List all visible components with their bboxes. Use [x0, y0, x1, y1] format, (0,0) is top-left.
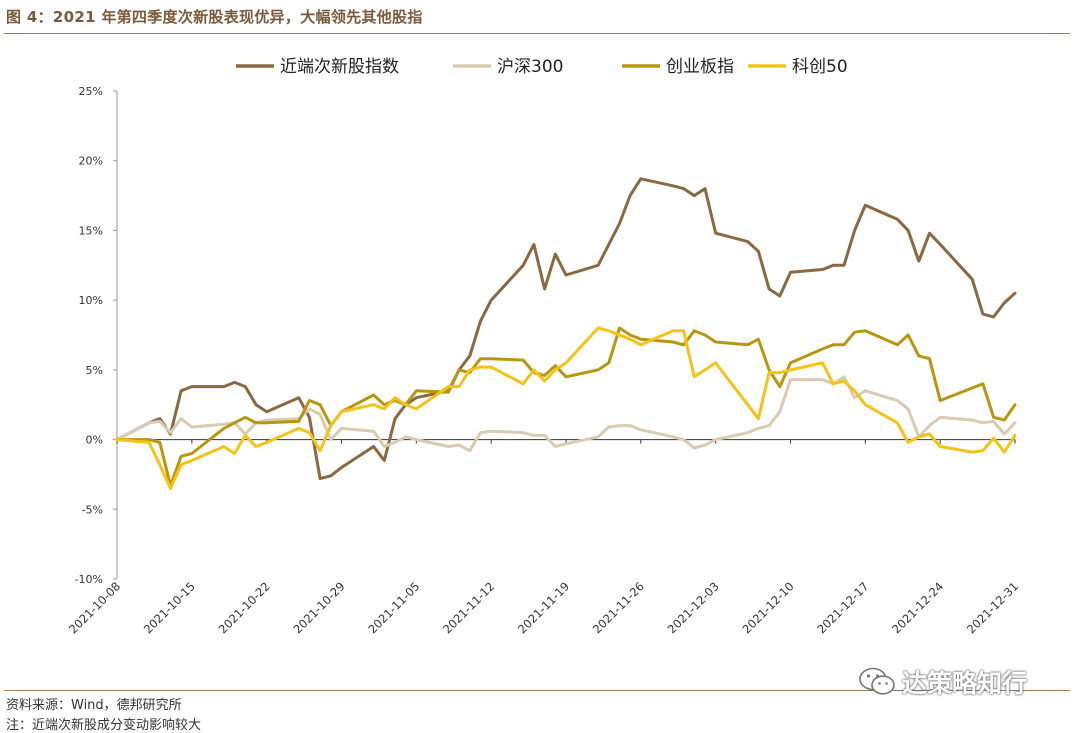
watermark-text: 达策略知行 — [902, 669, 1028, 698]
x-tick-label: 2021-12-03 — [665, 579, 722, 636]
footer-rule — [4, 690, 1070, 691]
series-line-1 — [115, 177, 1017, 481]
y-tick-label: 10% — [79, 294, 103, 307]
chart-legend: 近端次新股指数 沪深300 创业板指 科创50 — [236, 57, 848, 77]
x-tick-label: 2021-12-24 — [889, 579, 946, 636]
x-tick-label: 2021-10-15 — [141, 579, 198, 636]
y-tick-label: 0% — [86, 434, 103, 447]
legend-label: 近端次新股指数 — [280, 57, 399, 77]
x-tick-label: 2021-10-08 — [66, 579, 123, 636]
x-tick-label: 2021-12-31 — [964, 579, 1021, 636]
y-tick-label: 15% — [79, 224, 103, 237]
x-tick-label: 2021-10-22 — [216, 579, 273, 636]
y-tick-label: 5% — [86, 364, 103, 377]
remark-note: 注：近端次新股成分变动影响较大 — [6, 718, 202, 733]
x-tick-label: 2021-10-29 — [290, 579, 347, 636]
x-tick-label: 2021-11-12 — [440, 579, 497, 636]
y-tick-label: -5% — [82, 503, 103, 516]
legend-label: 沪深300 — [497, 57, 563, 77]
x-tick-label: 2021-12-17 — [814, 579, 871, 636]
x-tick-label: 2021-11-19 — [515, 579, 572, 636]
title-rule — [4, 33, 1070, 34]
watermark: 达策略知行 — [858, 664, 1027, 700]
x-axis: 2021-10-08 2021-10-15 2021-10-22 2021-10-29… — [66, 439, 1021, 636]
line-chart: 近端次新股指数 沪深300 创业板指 科创50 -10% -5% 0% 5% 10% 15% 20… — [66, 57, 1021, 636]
series-lines — [115, 177, 1017, 490]
y-tick-label: 25% — [79, 85, 103, 98]
figure-title: 图 4：2021 年第四季度次新股表现优异，大幅领先其他股指 — [6, 8, 423, 26]
y-tick-label: 20% — [79, 155, 103, 168]
series-line-2 — [115, 375, 1017, 453]
legend-label: 科创50 — [792, 57, 848, 77]
y-axis: -10% -5% 0% 5% 10% 15% 20% 25% — [75, 85, 118, 586]
wechat-icon — [859, 667, 895, 695]
source-note: 资料来源：Wind，德邦研究所 — [6, 698, 182, 713]
x-tick-label: 2021-12-10 — [739, 579, 796, 636]
x-tick-label: 2021-11-05 — [365, 579, 422, 636]
series-line-4 — [115, 326, 1017, 490]
x-tick-label: 2021-11-26 — [590, 579, 647, 636]
series-line-3 — [115, 326, 1017, 488]
y-tick-label: -10% — [75, 573, 103, 586]
legend-label: 创业板指 — [666, 57, 734, 77]
